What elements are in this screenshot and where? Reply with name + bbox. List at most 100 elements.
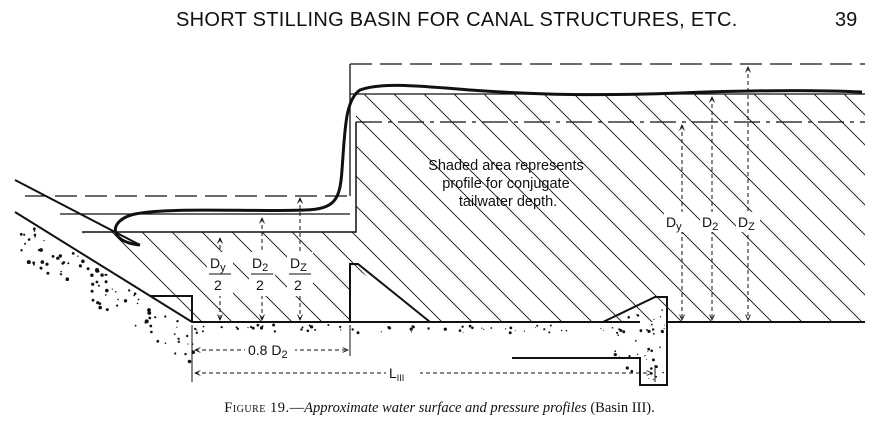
- gravel-dot: [67, 262, 70, 265]
- gravel-dot: [613, 353, 617, 357]
- gravel-dot: [600, 327, 602, 330]
- gravel-dot: [19, 232, 23, 236]
- dy-lower-line: [82, 122, 357, 233]
- gravel-dot: [134, 324, 137, 327]
- gravel-dot: [647, 347, 651, 351]
- gravel-dot: [261, 325, 264, 328]
- gravel-dot: [618, 328, 621, 331]
- gravel-dot: [187, 343, 189, 345]
- baffle-distance-label: 0.8 D2: [245, 341, 295, 361]
- gravel-dot: [655, 375, 658, 378]
- gravel-dot: [650, 323, 653, 326]
- gravel-dot: [663, 327, 665, 330]
- gravel-dot: [34, 236, 36, 238]
- gravel-dot: [646, 358, 648, 360]
- gravel-dot: [196, 329, 198, 331]
- fraction-label-d2: D2 2: [249, 252, 275, 296]
- gravel-dot: [133, 292, 137, 296]
- gravel-dot: [33, 233, 37, 237]
- svg-text:2: 2: [214, 277, 222, 293]
- figure-caption: Figure 19.—Approximate water surface and…: [0, 400, 879, 417]
- gravel-dot: [32, 261, 36, 265]
- gravel-dot: [662, 371, 664, 374]
- gravel-dot: [351, 328, 354, 331]
- gravel-dot: [91, 298, 95, 302]
- gravel-dot: [97, 284, 100, 287]
- gravel-dot: [177, 337, 180, 340]
- gravel-dot: [565, 329, 568, 332]
- gravel-dot: [301, 326, 304, 329]
- gravel-dot: [116, 304, 119, 307]
- gravel-dot: [652, 333, 655, 335]
- gravel-dot: [412, 325, 415, 329]
- gravel-dot: [201, 330, 204, 333]
- gravel-dot: [247, 327, 249, 329]
- page-header-title: SHORT STILLING BASIN FOR CANAL STRUCTURE…: [176, 9, 738, 31]
- gravel-dot: [634, 340, 637, 342]
- gravel-dot: [104, 280, 108, 284]
- depth-label-dz: DZ: [736, 212, 760, 233]
- gravel-dot: [105, 288, 109, 293]
- gravel-dot: [186, 334, 189, 338]
- gravel-dot: [128, 289, 131, 292]
- note-line-2: profile for conjugate: [442, 176, 569, 192]
- gravel-dot: [33, 263, 35, 266]
- gravel-dot: [523, 330, 526, 332]
- gravel-dot: [77, 255, 79, 257]
- gravel-dot: [535, 327, 537, 329]
- note-line-3: tailwater depth.: [459, 194, 557, 210]
- gravel-dot: [651, 358, 655, 362]
- gravel-dot: [194, 327, 197, 330]
- gravel-dot: [33, 230, 36, 232]
- gravel-dot: [147, 308, 151, 312]
- gravel-dot: [43, 240, 45, 242]
- gravel-dot: [96, 301, 100, 305]
- gravel-dot: [251, 326, 255, 330]
- gravel-dot: [272, 323, 276, 327]
- gravel-dot: [60, 270, 62, 273]
- gravel-dot: [380, 331, 382, 333]
- gravel-dot: [660, 329, 664, 333]
- gravel-dot: [647, 329, 651, 333]
- gravel-dot: [45, 262, 49, 266]
- gravel-dot: [663, 324, 665, 326]
- gravel-dot: [458, 329, 462, 332]
- svg-text:0.8 D2: 0.8 D2: [248, 342, 288, 361]
- gravel-dot: [462, 331, 464, 333]
- gravel-dot: [62, 261, 66, 264]
- gravel-dot: [356, 331, 360, 335]
- gravel-dot: [95, 268, 99, 272]
- gravel-dot: [104, 273, 107, 276]
- gravel-dot: [639, 329, 643, 333]
- depth-label-dy: Dy: [664, 212, 686, 233]
- gravel-dot: [617, 334, 619, 337]
- gravel-dot: [98, 305, 102, 310]
- gravel-dot: [133, 294, 136, 297]
- gravel-dot: [536, 324, 539, 327]
- gravel-dot: [647, 351, 649, 353]
- gravel-dot: [100, 273, 104, 277]
- gravel-dot: [650, 367, 653, 370]
- gravel-dot: [327, 324, 330, 326]
- gravel-dot: [653, 318, 655, 320]
- hatch-line: [809, 94, 865, 322]
- gravel-dot: [461, 325, 464, 328]
- gravel-dot: [187, 359, 192, 364]
- gravel-dot: [490, 327, 493, 329]
- gravel-dot: [636, 353, 639, 355]
- gravel-fill: [19, 227, 665, 380]
- gravel-dot: [46, 271, 50, 275]
- hatch-line: [870, 60, 879, 360]
- hatch-line: [839, 94, 865, 322]
- gravel-dot: [646, 329, 648, 331]
- gravel-dot: [306, 329, 310, 333]
- svg-text:2: 2: [256, 277, 264, 293]
- gravel-dot: [90, 289, 94, 293]
- gravel-dot: [184, 352, 187, 356]
- gravel-dot: [650, 349, 653, 353]
- gravel-dot: [388, 326, 392, 330]
- gravel-dot: [20, 249, 23, 252]
- page-number: 39: [835, 9, 858, 31]
- gravel-dot: [644, 355, 646, 357]
- gravel-dot: [514, 330, 516, 332]
